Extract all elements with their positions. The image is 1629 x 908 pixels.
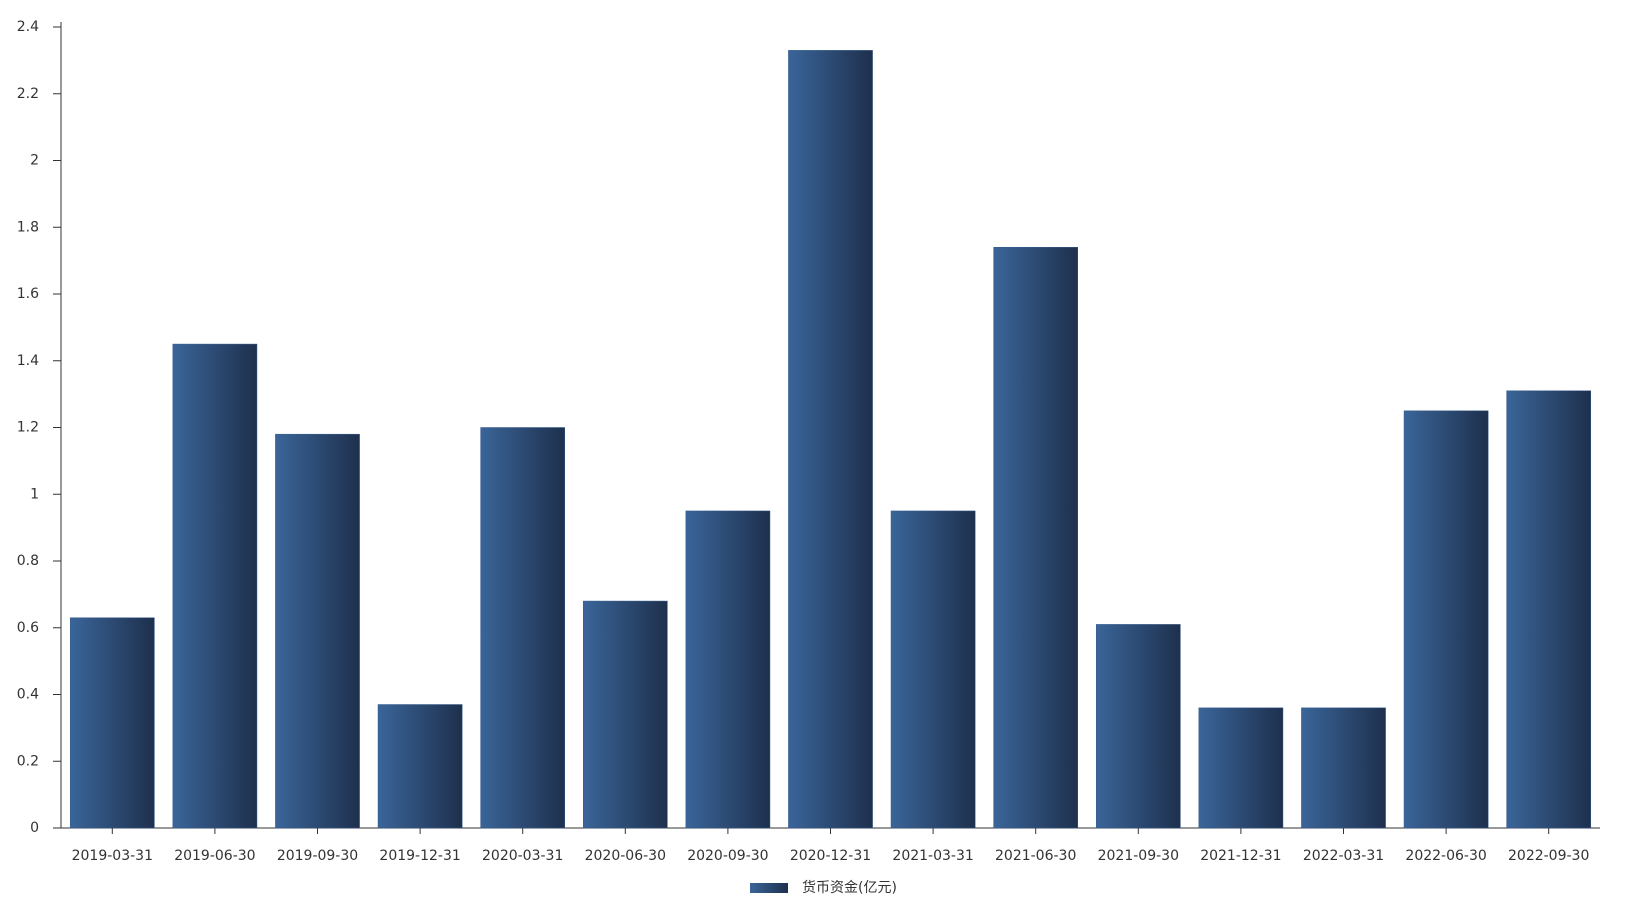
bar <box>172 343 258 829</box>
x-tick-label: 2020-03-31 <box>482 848 563 864</box>
bar <box>1301 707 1386 829</box>
bar <box>1506 390 1592 829</box>
x-tick-label: 2019-03-31 <box>72 848 153 864</box>
bar <box>1198 707 1284 829</box>
x-tick-label: 2019-06-30 <box>174 848 255 864</box>
y-tick-label: 1 <box>30 486 39 502</box>
y-tick-label: 0.8 <box>17 553 39 569</box>
x-tick-label: 2022-09-30 <box>1508 848 1589 864</box>
y-tick-label: 1.4 <box>17 353 39 369</box>
x-tick-label: 2021-12-31 <box>1200 848 1281 864</box>
legend-swatch <box>750 883 788 893</box>
bar <box>377 704 463 829</box>
x-tick-label: 2021-03-31 <box>892 848 973 864</box>
x-tick-label: 2020-12-31 <box>790 848 871 864</box>
y-tick-label: 0.4 <box>17 687 39 703</box>
bar <box>69 617 155 829</box>
bar <box>1403 410 1489 829</box>
x-tick-label: 2020-06-30 <box>585 848 666 864</box>
y-tick-label: 2.2 <box>17 86 39 102</box>
x-tick-label: 2019-09-30 <box>277 848 358 864</box>
bar <box>685 510 771 829</box>
x-tick-label: 2022-06-30 <box>1405 848 1486 864</box>
y-tick-label: 0.2 <box>17 753 39 769</box>
y-tick-label: 1.8 <box>17 219 39 235</box>
bar <box>480 427 566 829</box>
legend-label: 货币资金(亿元) <box>802 879 897 896</box>
x-tick-label: 2020-09-30 <box>687 848 768 864</box>
y-tick-label: 0.6 <box>17 620 39 636</box>
x-tick-label: 2021-06-30 <box>995 848 1076 864</box>
x-tick-label: 2019-12-31 <box>379 848 460 864</box>
bar <box>788 50 873 829</box>
bar <box>275 433 360 829</box>
y-tick-label: 2 <box>30 153 39 169</box>
y-tick-label: 2.4 <box>17 19 39 35</box>
bar <box>582 600 668 829</box>
bar <box>993 247 1079 829</box>
bar <box>890 510 976 829</box>
x-tick-label: 2021-09-30 <box>1098 848 1179 864</box>
y-tick-label: 0 <box>30 820 39 836</box>
bar <box>1095 624 1181 829</box>
y-tick-label: 1.6 <box>17 286 39 302</box>
x-tick-label: 2022-03-31 <box>1303 848 1384 864</box>
y-tick-label: 1.2 <box>17 420 39 436</box>
